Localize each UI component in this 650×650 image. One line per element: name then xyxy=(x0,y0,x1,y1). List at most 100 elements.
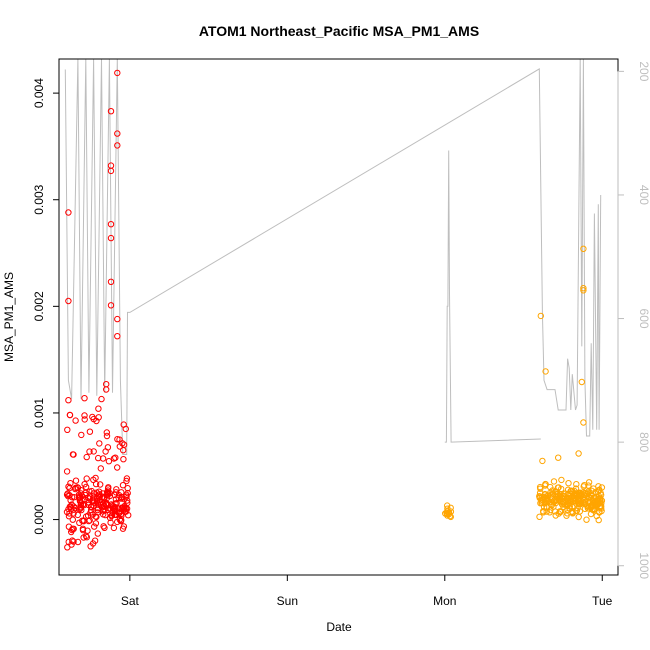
data-point xyxy=(120,456,127,463)
data-point xyxy=(76,506,83,513)
data-point xyxy=(116,436,123,443)
y-right-tick-label: 800 xyxy=(637,432,650,452)
data-point xyxy=(64,544,71,551)
y-tick-label: 0.002 xyxy=(32,291,46,321)
data-point xyxy=(81,395,88,402)
data-point xyxy=(96,440,103,447)
x-tick-label: Sat xyxy=(121,594,140,608)
data-point xyxy=(578,499,585,506)
data-point xyxy=(107,519,114,526)
y-right-axis: 200 400 600 800 1000 xyxy=(617,61,650,579)
data-point xyxy=(86,493,94,500)
data-point xyxy=(107,167,115,175)
data-point xyxy=(575,497,582,505)
data-point xyxy=(573,481,580,488)
data-point xyxy=(123,475,131,482)
data-point xyxy=(92,520,100,527)
data-point xyxy=(114,69,121,77)
data-point xyxy=(549,490,557,497)
data-point xyxy=(81,412,88,419)
chart-title: ATOM1 Northeast_Pacific MSA_PM1_AMS xyxy=(199,23,479,39)
data-point xyxy=(114,130,121,137)
data-point xyxy=(111,507,119,514)
data-point xyxy=(69,537,76,544)
data-point xyxy=(593,499,601,506)
data-point xyxy=(542,368,549,375)
data-point xyxy=(107,278,115,285)
data-point xyxy=(69,451,77,458)
data-point xyxy=(108,512,116,519)
data-point xyxy=(565,501,572,508)
data-point xyxy=(550,478,558,485)
data-point xyxy=(580,285,587,292)
data-point xyxy=(110,455,118,462)
data-point xyxy=(558,476,565,484)
data-point xyxy=(590,485,597,492)
data-point xyxy=(120,523,128,530)
data-point xyxy=(87,506,95,514)
data-point xyxy=(98,395,105,403)
data-point xyxy=(554,491,561,498)
data-point xyxy=(72,484,80,491)
data-point xyxy=(90,448,97,455)
data-point xyxy=(540,508,547,515)
y-axis-label: MSA_PM1_AMS xyxy=(2,272,16,362)
data-point xyxy=(104,485,112,492)
data-point xyxy=(93,498,101,506)
data-point xyxy=(109,505,117,513)
data-point xyxy=(88,487,95,495)
data-point xyxy=(585,482,592,489)
data-point xyxy=(91,537,99,544)
data-point xyxy=(121,502,128,510)
data-point xyxy=(549,487,556,494)
data-point xyxy=(123,491,130,498)
data-point xyxy=(564,510,571,517)
data-point xyxy=(101,524,108,531)
data-point xyxy=(81,416,88,423)
y-right-tick-label: 200 xyxy=(637,61,650,81)
data-point xyxy=(85,501,92,509)
data-point xyxy=(97,465,105,472)
data-point xyxy=(110,524,118,532)
data-point xyxy=(72,477,80,484)
data-point xyxy=(117,517,125,525)
x-tick-label: Tue xyxy=(592,594,613,608)
series-2 xyxy=(442,245,606,524)
data-point xyxy=(565,480,572,487)
data-point xyxy=(123,477,130,485)
data-point xyxy=(114,464,121,471)
y-right-tick-label: 600 xyxy=(637,309,650,329)
data-point xyxy=(543,508,550,515)
data-point xyxy=(107,302,115,309)
data-point xyxy=(64,490,71,497)
data-point xyxy=(96,494,103,501)
data-point xyxy=(114,142,121,149)
data-point xyxy=(107,162,115,169)
data-point xyxy=(583,516,590,523)
data-point xyxy=(78,431,85,439)
data-point xyxy=(570,502,578,510)
data-point xyxy=(69,525,76,532)
data-point xyxy=(95,454,102,462)
data-point xyxy=(76,519,83,526)
data-point xyxy=(112,500,119,507)
data-point xyxy=(578,491,585,499)
data-point xyxy=(580,287,587,294)
data-point xyxy=(567,490,574,498)
data-point xyxy=(102,500,110,508)
data-point xyxy=(83,453,90,461)
data-point xyxy=(111,491,118,499)
data-point xyxy=(124,489,131,497)
data-point xyxy=(100,500,107,507)
data-point xyxy=(580,245,587,253)
data-point xyxy=(65,209,72,216)
data-point xyxy=(590,506,597,513)
data-point xyxy=(65,397,72,404)
data-point xyxy=(575,450,582,457)
data-point xyxy=(103,429,111,436)
y-tick-label: 0.004 xyxy=(32,78,46,108)
data-point xyxy=(86,428,94,435)
data-point xyxy=(86,517,93,524)
data-point xyxy=(594,488,602,495)
